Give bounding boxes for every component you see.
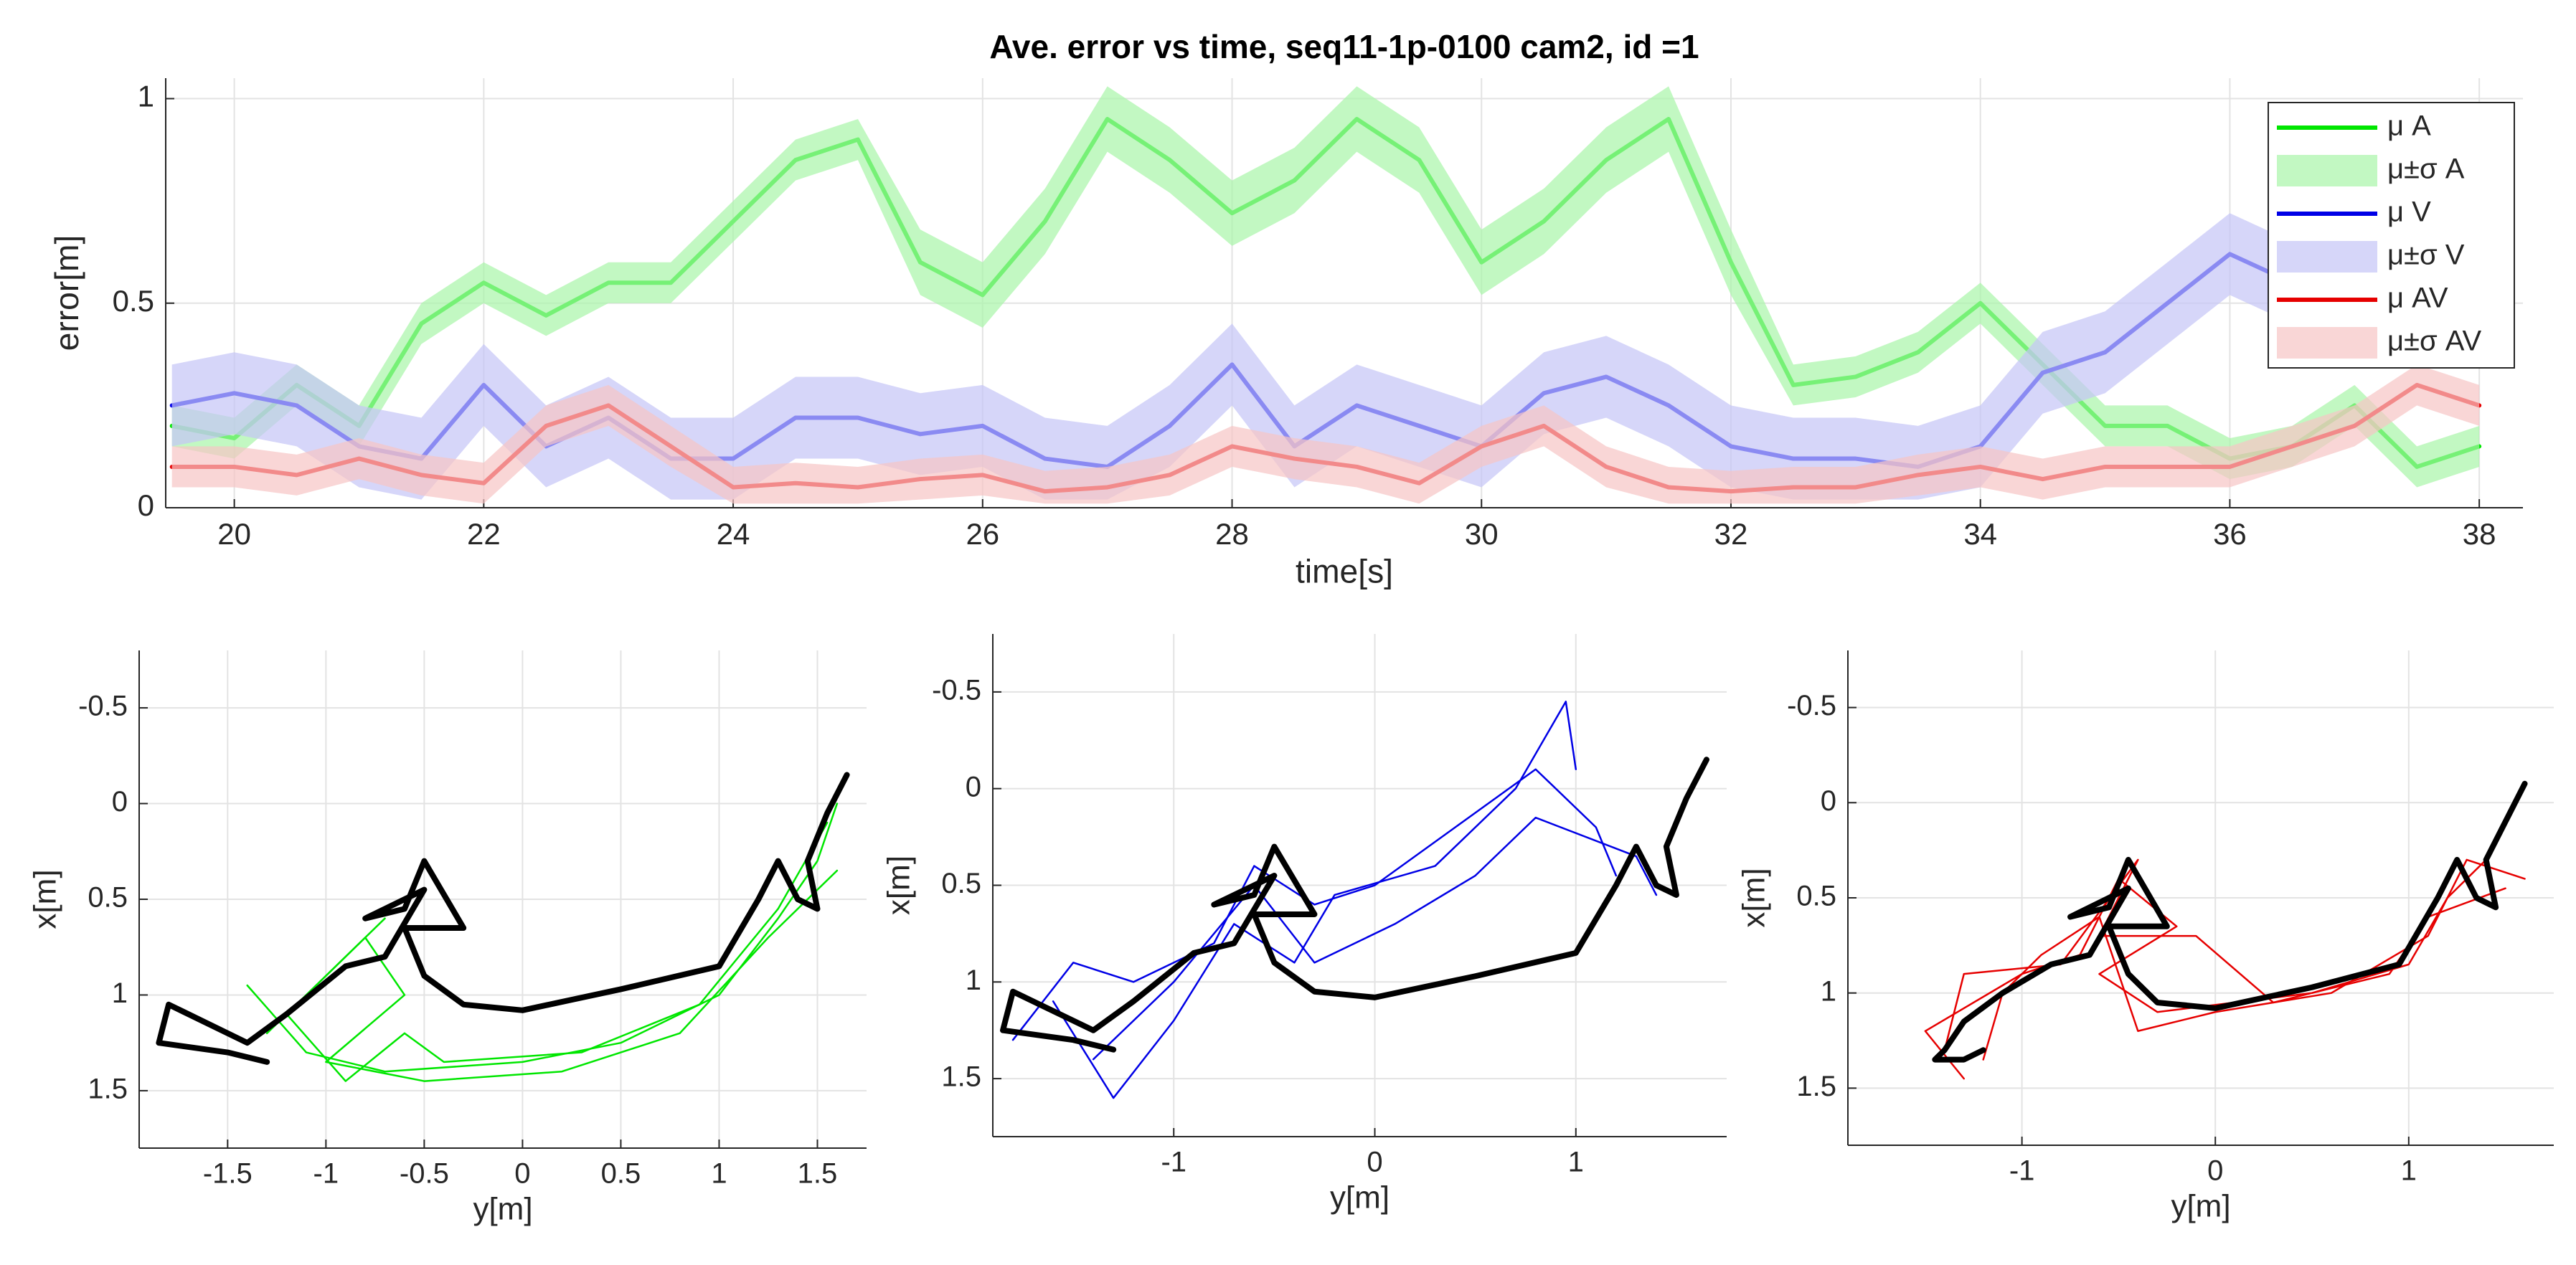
error-band xyxy=(171,364,2480,504)
x-tick-label: 38 xyxy=(2463,517,2496,551)
axes: -1 0 1 -0.5 0 0.5 1 1.5 y[m] x[m] xyxy=(1737,650,2554,1224)
x-tick-label: 34 xyxy=(1963,517,1997,551)
axes: -1.5 -1 -0.5 0 0.5 1 1.5 -0.5 0 0.5 1 1.5 y[m] x[m] xyxy=(28,650,867,1227)
y-tick-label: 1 xyxy=(112,977,128,1009)
x-axis-label: time[s] xyxy=(1296,553,1393,590)
series-line xyxy=(1052,701,1577,1099)
x-tick-label: 22 xyxy=(467,517,501,551)
x-tick-label: 0 xyxy=(514,1158,530,1190)
y-tick-label: 1.5 xyxy=(1796,1071,1836,1102)
error-band xyxy=(171,180,2480,500)
x-tick-label: 32 xyxy=(1714,517,1748,551)
x-tick-label: 36 xyxy=(2213,517,2247,551)
y-tick-label: 0 xyxy=(138,488,154,522)
legend: μ A μ±σ A μ V μ±σ V μ AV μ±σ AV xyxy=(2268,102,2515,369)
x-tick-label: 20 xyxy=(217,517,251,551)
series-line xyxy=(1924,858,2487,1080)
legend-swatch xyxy=(2277,327,2377,359)
series-line xyxy=(286,821,829,1082)
plot-area xyxy=(1924,780,2528,1080)
x-tick-label: 0 xyxy=(2207,1155,2223,1187)
y-tick-label: 0.5 xyxy=(941,868,981,899)
x-tick-label: 1.5 xyxy=(798,1158,838,1190)
legend-box xyxy=(2268,102,2515,369)
y-tick-label: 1.5 xyxy=(88,1073,128,1104)
x-tick-label: 1 xyxy=(2401,1155,2417,1187)
y-tick-label: 0 xyxy=(966,771,981,802)
plot-area xyxy=(169,86,2482,504)
y-axis-label: x[m] xyxy=(28,869,63,929)
legend-label: μ A xyxy=(2387,110,2431,142)
y-tick-label: 1 xyxy=(1821,975,1836,1007)
x-tick-label: -1 xyxy=(1161,1147,1186,1178)
x-tick-label: -1.5 xyxy=(203,1158,253,1190)
axes: -1 0 1 -0.5 0 0.5 1 1.5 y[m] x[m] xyxy=(882,634,1727,1216)
plot-area xyxy=(1000,701,1709,1099)
y-tick-label: 0 xyxy=(1821,785,1836,817)
x-tick-label: 0.5 xyxy=(601,1158,641,1190)
y-tick-label: 0.5 xyxy=(1796,881,1836,912)
y-tick-label: -0.5 xyxy=(932,674,981,706)
y-axis-label: error[m] xyxy=(48,235,85,351)
x-tick-label: 26 xyxy=(966,517,999,551)
error-band xyxy=(171,86,2480,488)
series-line xyxy=(156,772,850,1065)
legend-label: μ±σ AV xyxy=(2387,326,2482,357)
axes: 20 22 24 26 28 30 32 34 36 38 0 0.5 1 Ave. error vs t… xyxy=(48,28,2523,590)
series-line xyxy=(1011,768,1618,1041)
y-axis-label: x[m] xyxy=(1737,868,1772,927)
y-tick-label: 0 xyxy=(112,786,128,818)
series-line xyxy=(246,802,839,1073)
series-line xyxy=(1932,780,2528,1063)
series-line xyxy=(1982,858,2526,1061)
y-tick-label: 1 xyxy=(138,80,154,113)
x-tick-label: 1 xyxy=(711,1158,727,1190)
legend-label: μ V xyxy=(2387,196,2431,228)
series-line xyxy=(1000,757,1709,1053)
x-tick-label: -0.5 xyxy=(400,1158,449,1190)
x-tick-label: 24 xyxy=(717,517,750,551)
legend-swatch xyxy=(2277,155,2377,186)
x-axis-label: y[m] xyxy=(2171,1189,2230,1224)
y-tick-label: 0.5 xyxy=(113,284,154,318)
y-tick-label: 1 xyxy=(966,965,981,996)
y-tick-label: -0.5 xyxy=(78,691,128,722)
y-tick-label: -0.5 xyxy=(1787,690,1836,721)
x-axis-label: y[m] xyxy=(1330,1180,1390,1216)
x-tick-label: 28 xyxy=(1215,517,1249,551)
legend-swatch xyxy=(2277,241,2377,273)
legend-label: μ±σ V xyxy=(2387,240,2465,271)
legend-label: μ AV xyxy=(2387,283,2448,314)
x-axis-label: y[m] xyxy=(473,1192,532,1227)
y-axis-label: x[m] xyxy=(882,856,917,915)
x-tick-label: 0 xyxy=(1367,1147,1382,1178)
x-tick-label: -1 xyxy=(2009,1155,2035,1187)
x-tick-label: 1 xyxy=(1568,1147,1584,1178)
plot-area xyxy=(156,772,850,1082)
y-tick-label: 1.5 xyxy=(941,1061,981,1093)
chart-title: Ave. error vs time, seq11-1p-0100 cam2, … xyxy=(989,28,1699,65)
y-tick-label: 0.5 xyxy=(88,882,128,914)
x-tick-label: -1 xyxy=(313,1158,339,1190)
legend-label: μ±σ A xyxy=(2387,153,2465,185)
x-tick-label: 30 xyxy=(1465,517,1499,551)
